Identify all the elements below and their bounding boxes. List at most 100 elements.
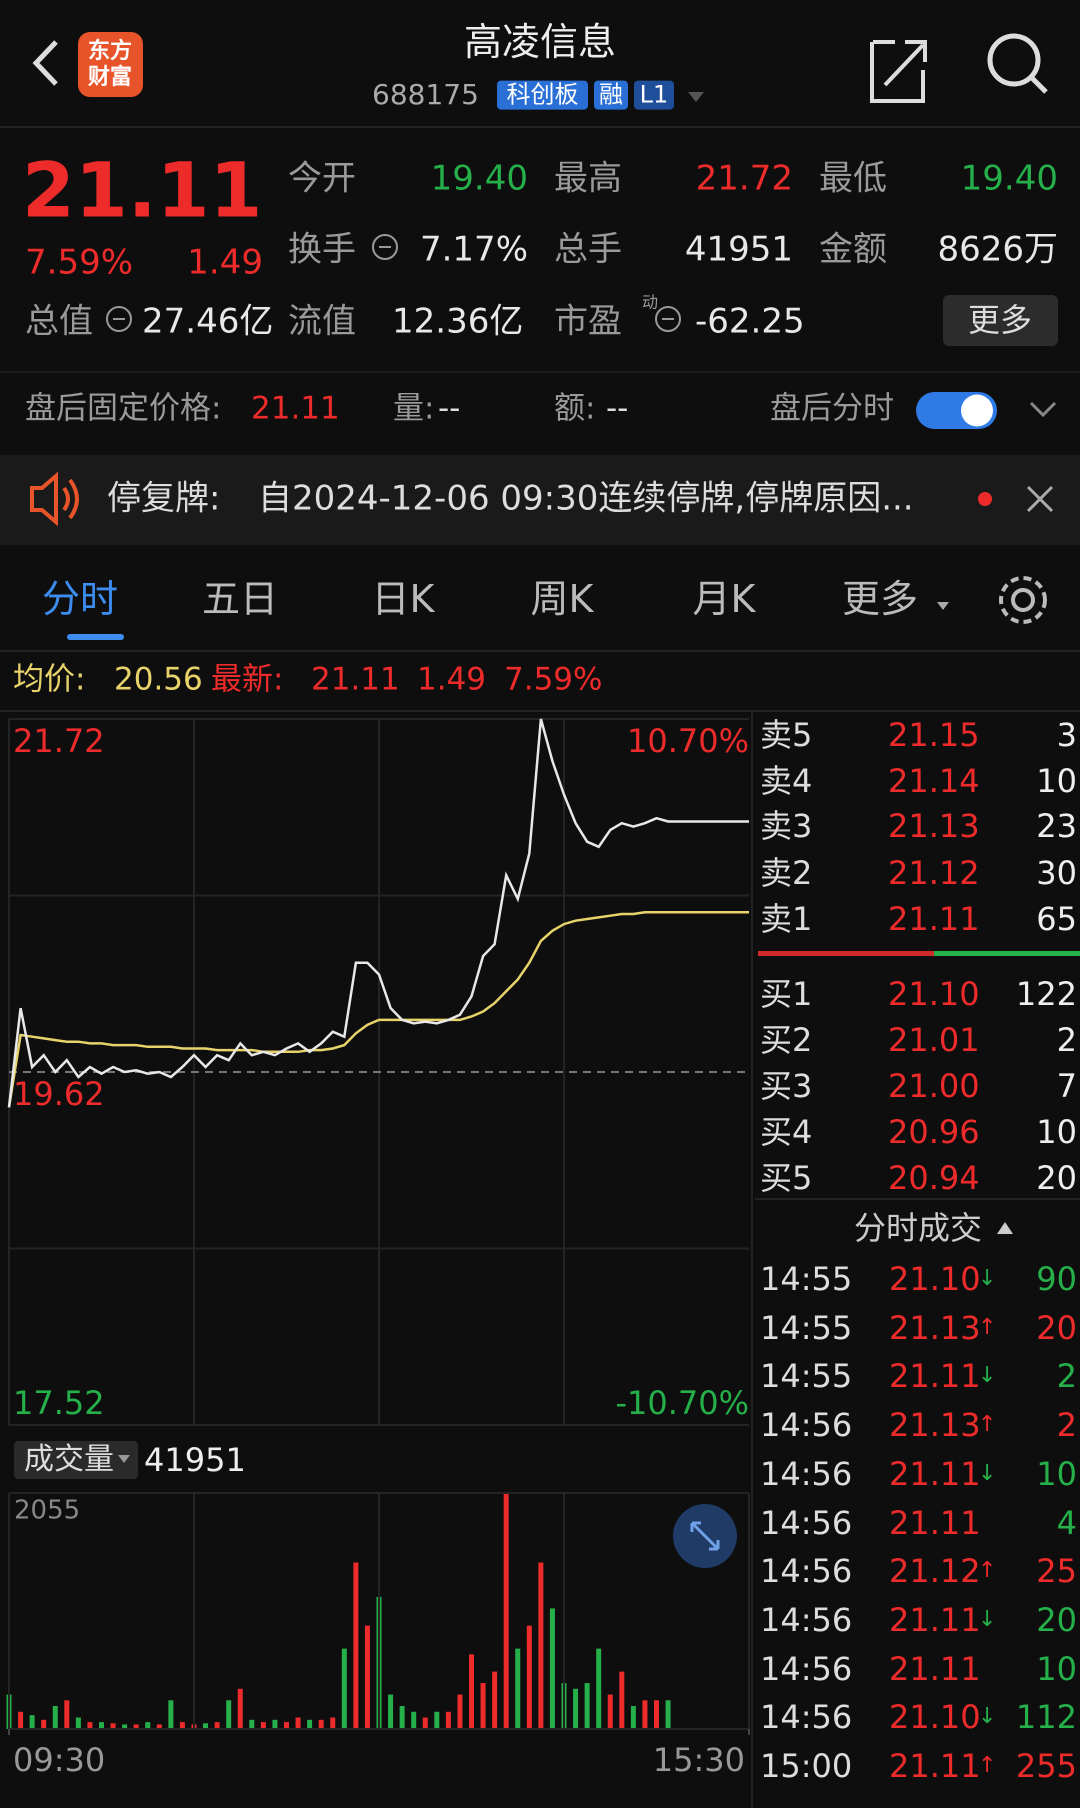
- volume-bar: [295, 1717, 301, 1729]
- book-label: 买1: [760, 974, 813, 1013]
- trade-volume: 10: [1036, 1649, 1077, 1688]
- field-value: 19.40: [960, 158, 1058, 199]
- volume-bar: [538, 1562, 544, 1729]
- field-label: 最低: [819, 158, 887, 199]
- logo-box[interactable]: [78, 32, 143, 97]
- field-label: 金额: [819, 229, 887, 270]
- volume-bar: [549, 1608, 555, 1729]
- trade-direction: ↓: [978, 1606, 997, 1632]
- trade-direction: ↓: [978, 1704, 997, 1730]
- notice-text[interactable]: 自2024-12-06 09:30连续停牌,停牌原因...: [258, 478, 914, 519]
- volume-bar: [29, 1715, 35, 1729]
- volume-bar: [168, 1700, 174, 1729]
- volume-bar: [445, 1711, 451, 1729]
- volume-bar: [341, 1648, 347, 1729]
- trade-time: 14:55: [760, 1357, 853, 1396]
- volume-bar: [156, 1724, 162, 1729]
- book-volume: 23: [1036, 806, 1077, 845]
- field-value: -62.25: [695, 301, 805, 342]
- volume-bar: [145, 1722, 151, 1729]
- more-button-label[interactable]: 更多: [967, 300, 1033, 339]
- tag: 科创板: [497, 80, 588, 110]
- trade-volume: 20: [1036, 1600, 1077, 1639]
- expand-button[interactable]: [1029, 401, 1057, 418]
- field-value: 7.17%: [419, 229, 528, 270]
- tab[interactable]: 日K: [371, 577, 435, 622]
- trade-volume: 10: [1036, 1454, 1077, 1493]
- y-tick-label: 19.62: [13, 1074, 105, 1113]
- trade-price: 21.13: [889, 1405, 981, 1444]
- volume-bar: [64, 1700, 70, 1729]
- speaker-icon: [30, 471, 79, 527]
- tab[interactable]: 五日: [201, 577, 279, 622]
- trade-time: 15:00: [760, 1746, 853, 1785]
- trade-time: 14:56: [760, 1503, 853, 1542]
- volume-bar: [214, 1722, 220, 1729]
- field-label: 总手: [554, 229, 622, 270]
- volume-bar: [87, 1722, 93, 1729]
- volume-bar: [179, 1722, 185, 1729]
- more-tab-arrow: [937, 602, 949, 610]
- field-value: 41951: [684, 229, 793, 270]
- tab[interactable]: 分时: [41, 577, 119, 622]
- book-price: 21.01: [888, 1020, 980, 1059]
- volume-bar: [607, 1694, 613, 1729]
- volume-bar: [122, 1724, 128, 1729]
- after-hours-volume-label: 量:: [393, 390, 435, 427]
- book-label: 买5: [760, 1158, 813, 1197]
- collapse-arrow[interactable]: [997, 1222, 1013, 1234]
- book-volume: 7: [1056, 1066, 1077, 1105]
- fullscreen-button[interactable]: [673, 1504, 737, 1568]
- volume-bar: [642, 1700, 648, 1729]
- trade-time: 14:56: [760, 1649, 853, 1688]
- trades-title[interactable]: 分时成交: [853, 1208, 983, 1247]
- trade-price: 21.11: [889, 1746, 981, 1785]
- trade-price: 21.12: [889, 1551, 981, 1590]
- back-button[interactable]: [32, 40, 58, 86]
- after-hours-amount: --: [606, 390, 629, 427]
- volume-bar: [584, 1683, 590, 1729]
- trade-volume: 2: [1056, 1405, 1077, 1444]
- info-icons: [106, 234, 681, 332]
- volume-bar: [353, 1562, 359, 1729]
- volume-title[interactable]: 成交量: [24, 1442, 114, 1477]
- settings-button[interactable]: [999, 576, 1047, 624]
- close-button[interactable]: [1026, 485, 1054, 513]
- trade-direction: ↑: [978, 1314, 997, 1340]
- tab[interactable]: 周K: [530, 577, 594, 622]
- volume-bar: [526, 1625, 532, 1729]
- volume-bar: [434, 1711, 440, 1729]
- more-button[interactable]: [943, 295, 1058, 346]
- book-price: 21.12: [888, 853, 980, 892]
- book-volume: 2: [1056, 1020, 1077, 1059]
- field-label: 今开: [288, 158, 356, 199]
- legend-label: 最新:: [211, 661, 284, 698]
- tab[interactable]: 更多: [841, 577, 919, 622]
- trade-time: 14:56: [760, 1551, 853, 1590]
- volume-bar: [422, 1717, 428, 1729]
- volume-bar: [284, 1722, 289, 1729]
- dropdown-arrow[interactable]: [688, 92, 704, 102]
- field-label: 最高: [554, 158, 622, 199]
- volume-bar: [272, 1719, 278, 1729]
- trade-price: 21.11: [889, 1600, 981, 1639]
- field-label-sup: 动: [642, 292, 659, 312]
- y-tick-label: 17.52: [13, 1383, 105, 1422]
- field-label: 换手: [288, 229, 356, 270]
- trade-price: 21.10: [889, 1259, 981, 1298]
- tab[interactable]: 月K: [692, 577, 756, 622]
- search-button[interactable]: [987, 33, 1048, 94]
- indicator-selector[interactable]: [14, 1441, 138, 1479]
- book-volume: 3: [1056, 715, 1077, 754]
- volume-bar: [110, 1723, 116, 1729]
- book-volume: 20: [1036, 1158, 1077, 1197]
- share-button[interactable]: [870, 40, 927, 103]
- volume-bar: [480, 1683, 486, 1729]
- volume-bar: [665, 1700, 671, 1729]
- book-price: 21.11: [888, 899, 980, 938]
- trade-price: 21.11: [889, 1454, 981, 1493]
- trade-price: 21.11: [889, 1649, 981, 1688]
- book-price: 21.14: [888, 761, 980, 800]
- book-volume: 30: [1036, 853, 1077, 892]
